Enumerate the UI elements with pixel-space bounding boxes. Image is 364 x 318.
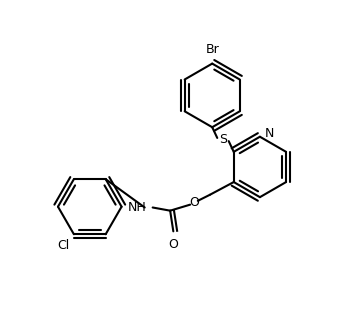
Text: N: N <box>265 127 274 140</box>
Text: S: S <box>219 133 227 146</box>
Text: NH: NH <box>127 201 146 214</box>
Text: O: O <box>169 238 178 251</box>
Text: Br: Br <box>205 43 219 56</box>
Text: O: O <box>189 196 199 209</box>
Text: Cl: Cl <box>57 239 69 252</box>
